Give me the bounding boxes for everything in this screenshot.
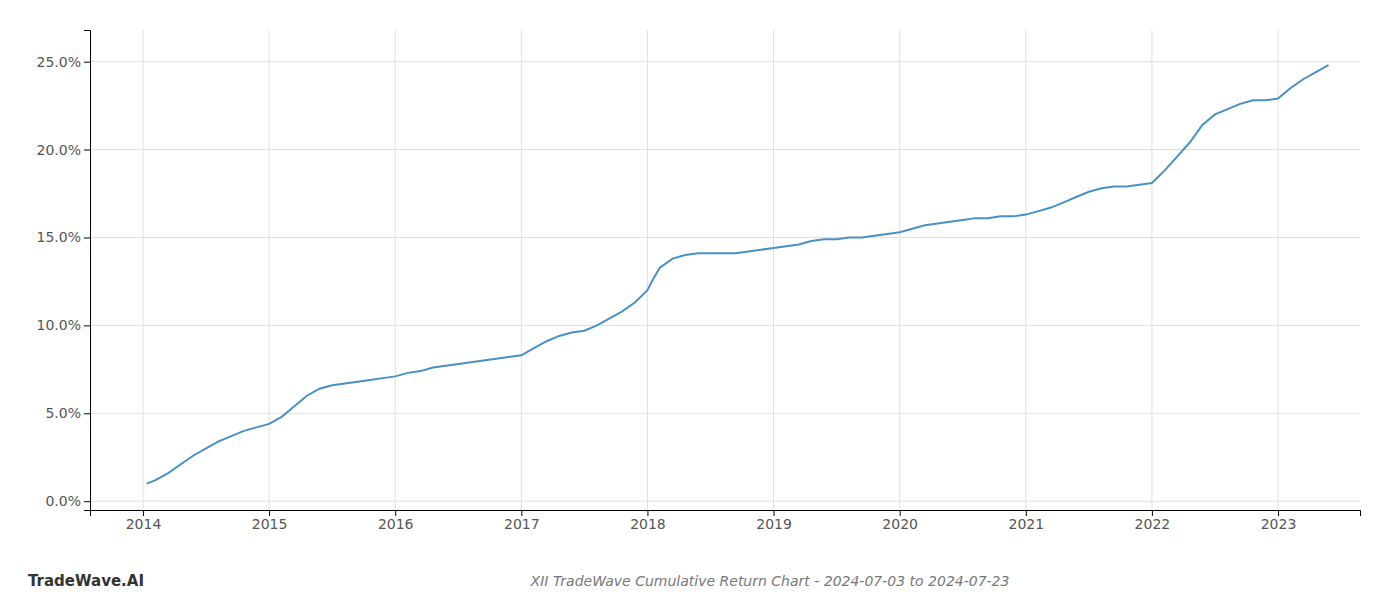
plot-area: 2014 2015 2016 2017 2018 2019 2020 2021 2022 2023… bbox=[37, 30, 1361, 532]
grid-line-x bbox=[269, 30, 270, 510]
grid-line-y bbox=[90, 61, 1360, 62]
y-tick-mark bbox=[84, 237, 90, 238]
grid-line-x bbox=[1278, 30, 1279, 510]
grid-line-y bbox=[90, 325, 1360, 326]
y-tick: 10.0% bbox=[37, 317, 90, 333]
x-tick-label: 2020 bbox=[882, 516, 918, 532]
y-tick-label: 25.0% bbox=[37, 54, 81, 70]
x-tick: 2017 bbox=[504, 510, 540, 532]
y-tick-label: 0.0% bbox=[45, 493, 81, 509]
chart: 2014 2015 2016 2017 2018 2019 2020 2021 2022 2023… bbox=[0, 0, 1400, 600]
grid-line-x bbox=[142, 30, 143, 510]
x-axis: 2014 2015 2016 2017 2018 2019 2020 2021 2022 2023 bbox=[91, 510, 1361, 532]
watermark: TradeWave.AI bbox=[28, 572, 144, 590]
grid-line-y bbox=[90, 237, 1360, 238]
grid-line-y bbox=[90, 413, 1360, 414]
grid-line-x bbox=[899, 30, 900, 510]
y-tick: 5.0% bbox=[45, 405, 90, 421]
x-tick: 2014 bbox=[126, 510, 162, 532]
x-tick-label: 2019 bbox=[756, 516, 792, 532]
x-tick: 2016 bbox=[378, 510, 414, 532]
grid-line-x bbox=[395, 30, 396, 510]
y-tick-mark bbox=[84, 413, 90, 414]
y-tick-label: 10.0% bbox=[37, 317, 81, 333]
x-tick-label: 2018 bbox=[630, 516, 666, 532]
grid-line-y bbox=[90, 501, 1360, 502]
y-tick-label: 5.0% bbox=[45, 405, 81, 421]
y-tick-mark bbox=[84, 501, 90, 502]
x-tick: 2021 bbox=[1008, 510, 1044, 532]
grid-line-x bbox=[1025, 30, 1026, 510]
x-tick: 2022 bbox=[1135, 510, 1171, 532]
y-tick: 20.0% bbox=[37, 142, 90, 158]
x-tick-label: 2014 bbox=[126, 516, 162, 532]
y-tick-mark bbox=[84, 150, 90, 151]
marks bbox=[147, 65, 1329, 483]
x-tick: 2020 bbox=[882, 510, 918, 532]
grid-line-x bbox=[773, 30, 774, 510]
grid-line-y bbox=[90, 149, 1360, 150]
x-tick-label: 2017 bbox=[504, 516, 540, 532]
x-tick-label: 2022 bbox=[1135, 516, 1171, 532]
grid bbox=[90, 30, 1360, 510]
grid-line-x bbox=[1151, 30, 1152, 510]
x-tick-label: 2015 bbox=[252, 516, 288, 532]
y-tick: 25.0% bbox=[37, 54, 90, 70]
x-tick-label: 2016 bbox=[378, 516, 414, 532]
x-tick: 2015 bbox=[252, 510, 288, 532]
y-tick-mark bbox=[84, 62, 90, 63]
x-tick: 2023 bbox=[1261, 510, 1297, 532]
y-axis-line bbox=[84, 31, 91, 511]
y-tick-label: 20.0% bbox=[37, 142, 81, 158]
x-tick-label: 2023 bbox=[1261, 516, 1297, 532]
x-tick: 2018 bbox=[630, 510, 666, 532]
x-tick: 2019 bbox=[756, 510, 792, 532]
x-tick-label: 2021 bbox=[1008, 516, 1044, 532]
y-tick-mark bbox=[84, 325, 90, 326]
grid-line-x bbox=[647, 30, 648, 510]
y-tick-label: 15.0% bbox=[37, 229, 81, 245]
y-axis: 0.0% 5.0% 10.0% 15.0% 20.0% 25.0% bbox=[37, 31, 91, 511]
grid-line-x bbox=[521, 30, 522, 510]
title: XII TradeWave Cumulative Return Chart - … bbox=[530, 573, 1010, 589]
y-tick: 15.0% bbox=[37, 229, 90, 245]
y-tick: 0.0% bbox=[45, 493, 90, 509]
line bbox=[147, 65, 1329, 483]
